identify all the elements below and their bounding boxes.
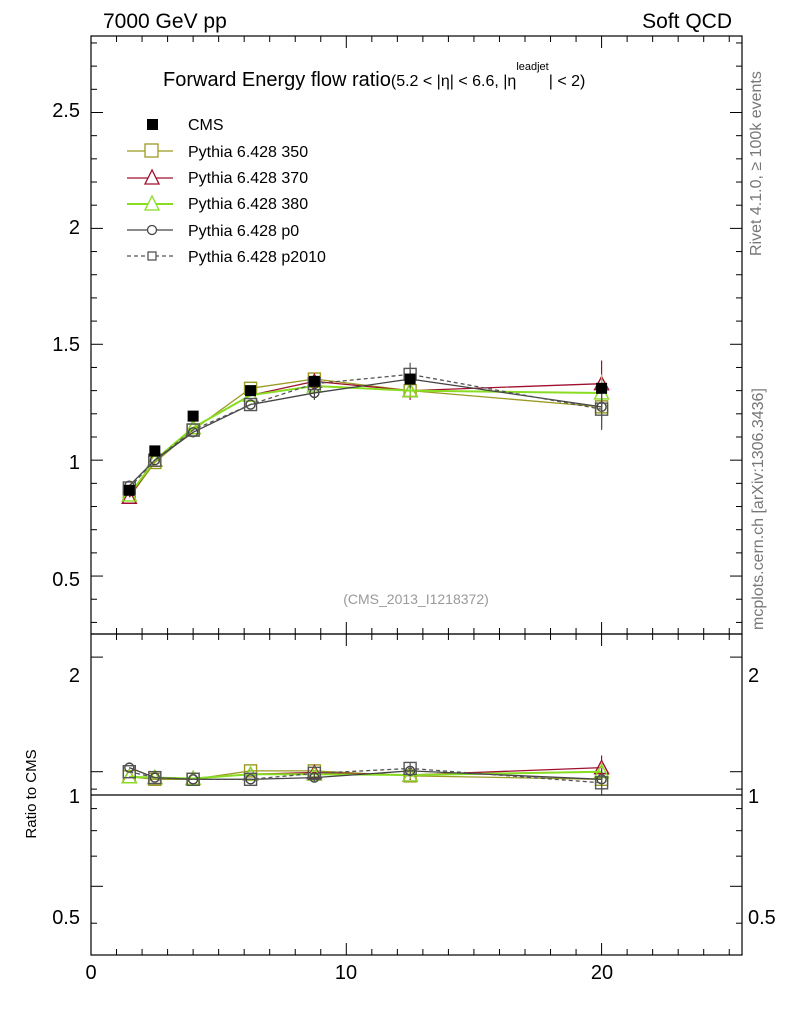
cms-data-point [308,375,320,387]
legend: CMS Pythia 6.428 350 Pythia 6.428 370 Py… [127,117,326,266]
title-sup: leadjet [516,61,548,73]
cms-data-point [123,484,135,496]
legend-marker-p2010 [147,251,157,261]
main-ytick-label: 2 [69,217,80,239]
title-cuts: (5.2 < |η| < 6.6, |η [391,73,516,90]
ratio-series-p2010-point [594,776,609,790]
series-370-point [121,488,138,504]
ratio-ytick-label-right: 1 [748,786,759,808]
main-ytick-label: 0.5 [52,569,80,591]
legend-label-370: Pythia 6.428 370 [188,170,308,187]
source-label: mcplots.cern.ch [arXiv:1306.3436] [750,388,767,630]
legend-marker-370 [143,168,161,185]
chart-title: Forward Energy flow ratio(5.2 < |η| < 6.… [163,61,585,91]
ratio-series-p2010-point [403,761,417,776]
cms-data-point [187,410,199,422]
series-p0-point [187,427,199,438]
ratio-series-p2010-point [243,772,258,787]
ratio-series-p2010-point [186,772,200,787]
legend-label-cms: CMS [188,117,224,134]
ratio-series-p0-point [309,772,320,783]
cms-data-point [149,445,161,457]
ratio-series-p0-point [187,774,199,785]
xtick-label: 10 [335,962,357,984]
series-p0-point [245,399,256,410]
ratio-ytick-label-right: 0.5 [748,907,776,929]
series-380-point [401,382,419,398]
ratio-ylabel: Ratio to CMS [23,749,40,838]
series-p2010-point [186,423,200,437]
xtick-label: 20 [591,962,613,984]
series-380-line [128,384,602,496]
main-ytick-label: 1 [69,452,80,474]
main-ytick-label: 1.5 [52,334,80,356]
analysis-watermark: (CMS_2013_I1218372) [343,591,489,607]
rivet-label: Rivet 4.1.0, ≥ 100k events [748,71,765,256]
series-p2010-line [128,373,602,489]
ratio-series-p2010-point [122,765,136,779]
legend-marker-cms [147,119,158,130]
main-ytick-label: 2.5 [52,100,80,122]
ratio-ytick-label-right: 2 [748,665,759,687]
cms-data-point [596,382,608,394]
ratio-series-380-point [121,768,138,784]
legend-marker-p0 [146,224,158,236]
cms-data-point [404,373,416,385]
ratio-ytick-label: 1 [69,786,80,808]
ratio-series-p2010-point [307,766,322,781]
xtick-label: 0 [85,962,96,984]
ratio-series-350-point [243,764,258,778]
legend-label-350: Pythia 6.428 350 [188,144,308,161]
ratio-ytick-label: 0.5 [52,907,80,929]
legend-label-p2010: Pythia 6.428 p2010 [188,249,326,266]
ratio-ytick-label: 2 [69,665,80,687]
energy-label: 7000 GeV pp [103,10,227,33]
axis-ticks [90,36,742,955]
ratio-series-p2010-point [148,770,162,785]
series-p0-point [309,387,320,399]
legend-label-p0: Pythia 6.428 p0 [188,223,299,240]
cms-data-point [245,385,257,397]
process-label: Soft QCD [642,10,732,33]
title-main: Forward Energy flow ratio [163,69,391,91]
series-p2010-point [594,402,609,416]
title-end: | < 2) [549,73,586,90]
series-370-line [128,380,602,498]
main-series-group [121,360,610,504]
ratio-series-group [121,755,610,795]
legend-marker-380 [143,194,161,211]
series-p2010-point [243,397,258,412]
legend-marker-350 [144,143,159,158]
series-380-point [184,419,202,435]
legend-label-380: Pythia 6.428 380 [188,196,308,213]
